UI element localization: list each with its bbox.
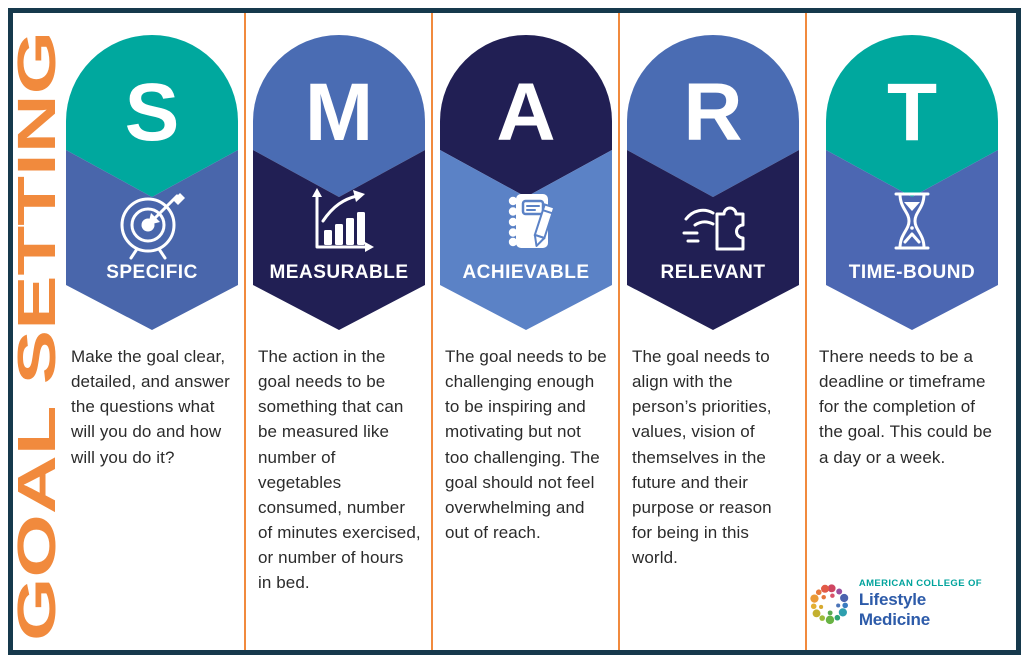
dot-swirl-logo-icon (810, 584, 849, 625)
badge-top-shape (65, 35, 238, 197)
badge-specific: S SPECIFIC (65, 35, 238, 330)
badge-achievable: A ACHIEVABLE (439, 35, 612, 330)
badge-label: TIME-BOUND (848, 262, 974, 283)
badge-measurable: M MEASURABLE (252, 35, 425, 330)
badge-label: SPECIFIC (106, 262, 198, 283)
badge-top-shape (825, 35, 998, 197)
vertical-title-strip: GOAL SETTING (13, 13, 59, 650)
column-description: The goal needs to be challenging enough … (445, 347, 607, 543)
column-description: The goal needs to align with the person’… (632, 347, 772, 568)
badge-top-shape (439, 35, 612, 197)
smart-column-time-bound: T TIME-BOUND There needs to be a deadlin… (805, 13, 1016, 650)
badge-label: MEASURABLE (269, 262, 408, 283)
badge-top-shape (626, 35, 799, 197)
badge-letter: M (304, 67, 372, 158)
badge-time-bound: T TIME-BOUND (825, 35, 998, 330)
notebook-pencil-icon (508, 194, 556, 248)
column-description: Make the goal clear, detailed, and answe… (71, 347, 230, 467)
column-description: The action in the goal needs to be somet… (258, 347, 421, 593)
vertical-title: GOAL SETTING (13, 31, 59, 641)
badge-relevant: R RELEVANT (626, 35, 799, 330)
badge-bottom-shape (825, 150, 998, 330)
badge-letter: R (683, 67, 742, 158)
column-description: There needs to be a deadline or timefram… (819, 347, 993, 467)
badge-letter: T (886, 67, 936, 158)
badge-letter: S (124, 67, 179, 158)
target-dart-icon (120, 193, 185, 260)
badge-top-shape (252, 35, 425, 197)
infographic-frame: GOAL SETTING S SPECIFIC Make the goal cl… (8, 8, 1021, 655)
badge-letter: A (496, 67, 555, 158)
badge-label: RELEVANT (660, 262, 765, 283)
smart-column-relevant: R RELEVANT The goal needs to align with … (618, 13, 805, 650)
smart-column-specific: S SPECIFIC Make the goal clear, detailed… (59, 13, 244, 650)
logo-text: AMERICAN COLLEGE OF Lifestyle Medicine (859, 578, 998, 630)
smart-column-measurable: M MEASURABLE The action in the goal need… (244, 13, 431, 650)
vertical-title-graphic: GOAL SETTING (13, 31, 59, 641)
bar-chart-growth-icon (311, 188, 374, 252)
logo-line1: AMERICAN COLLEGE OF (858, 578, 982, 589)
aclm-logo: AMERICAN COLLEGE OF Lifestyle Medicine (807, 578, 998, 630)
logo-line2: Lifestyle Medicine (858, 590, 930, 629)
hourglass-icon (894, 192, 929, 250)
badge-bottom-shape (626, 150, 799, 330)
badge-label: ACHIEVABLE (462, 262, 589, 283)
smart-column-achievable: A ACHIEVABLE The goal needs to be challe… (431, 13, 618, 650)
hand-puzzle-icon (682, 206, 744, 251)
